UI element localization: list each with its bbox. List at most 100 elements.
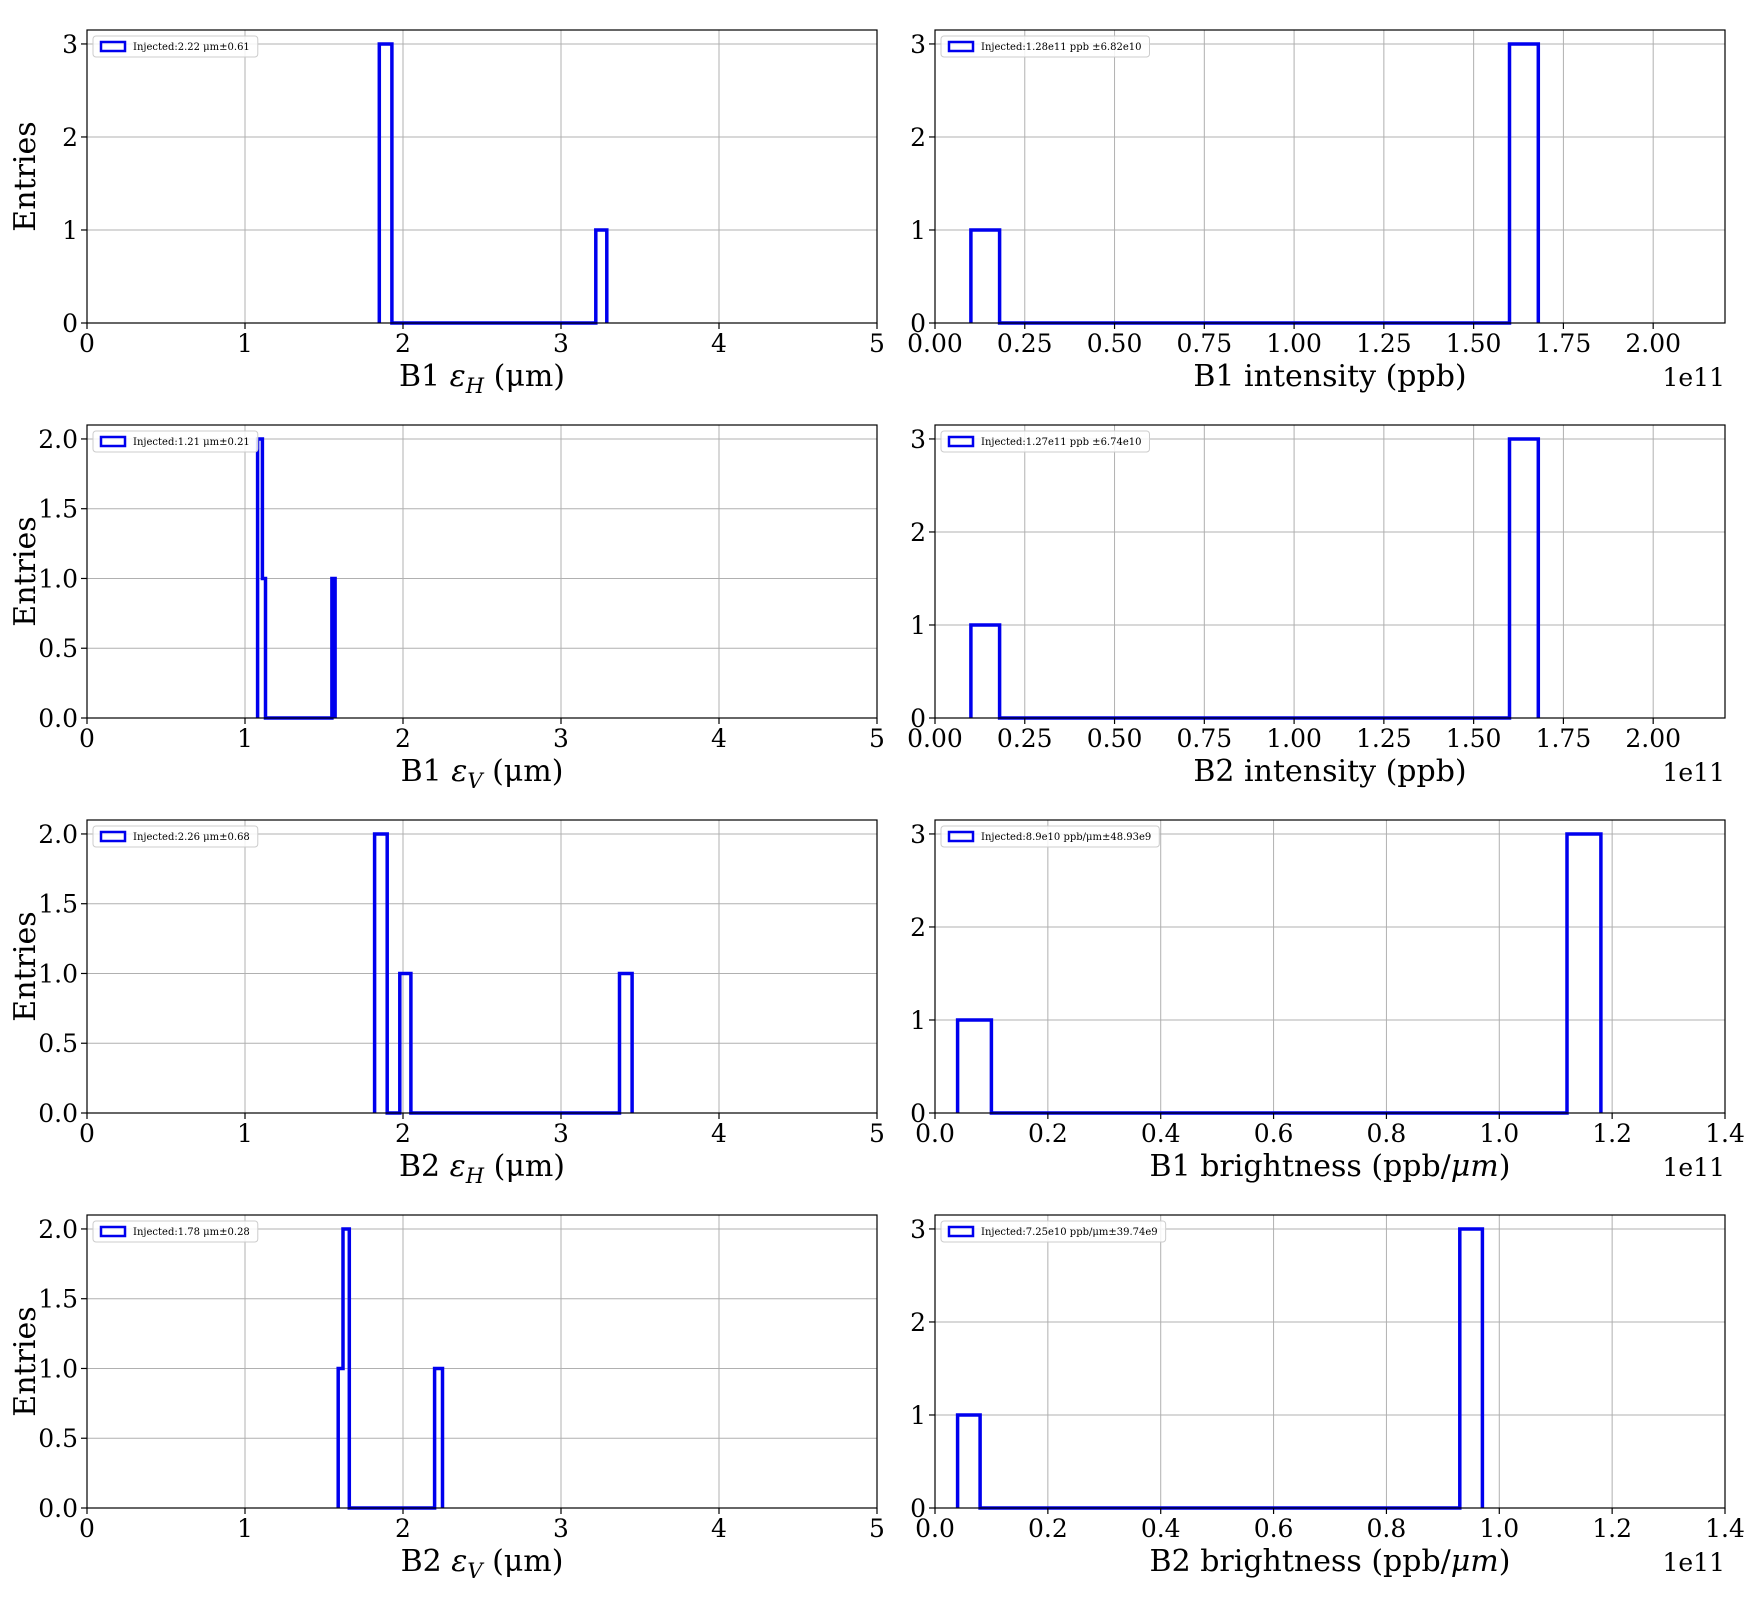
- x-tick-label: 3: [553, 1514, 569, 1543]
- x-axis-label: B1 brightness (ppb/μm): [1150, 1149, 1511, 1184]
- x-tick-label: 5: [869, 329, 885, 358]
- legend-swatch: [947, 830, 975, 843]
- histogram-panel-3: 0 1 2 3 4 5 0.0 0.5 1.0 1.5 2.0 B1 εV (μm) Entries In…: [8, 424, 885, 793]
- x-tick-label: 1.25: [1356, 724, 1412, 753]
- legend-swatch: [99, 40, 127, 53]
- legend: Injected:2.22 μm±0.61: [92, 35, 259, 58]
- x-axis-label: B2 εV (μm): [401, 1544, 564, 1583]
- y-tick-label: 3: [62, 30, 78, 59]
- x-tick-label: 0.0: [915, 1119, 955, 1148]
- legend-box: [92, 35, 259, 58]
- y-tick-label: 3: [910, 30, 926, 59]
- x-tick-label: 1: [237, 1119, 253, 1148]
- y-tick-label: 1: [62, 216, 78, 245]
- x-axis-label-prefix: B1: [401, 754, 452, 789]
- x-axis-label-suffix: (μm): [484, 1149, 565, 1184]
- legend-label: Injected:1.28e11 ppb ±6.82e10: [981, 42, 1141, 53]
- y-tick-label: 1: [910, 1006, 926, 1035]
- y-axis-label: Entries: [8, 121, 43, 231]
- y-tick-label: 1.5: [38, 890, 78, 919]
- x-tick-label: 4: [711, 1119, 727, 1148]
- histogram-step-line: [969, 437, 1541, 720]
- x-axis-label-symbol: μm: [1451, 1544, 1499, 1579]
- y-axis-label: Entries: [8, 911, 43, 1021]
- y-tick-label: 3: [910, 425, 926, 454]
- x-axis-label-suffix: ): [1499, 1149, 1511, 1184]
- y-tick-label: 1.0: [38, 1354, 78, 1383]
- axes-frame: [934, 29, 1726, 324]
- x-tick-label: 0.2: [1028, 1119, 1068, 1148]
- x-tick-label: 1.50: [1446, 329, 1502, 358]
- y-tick-label: 0.0: [38, 1494, 78, 1523]
- histogram-panel-6: 0.0 0.2 0.4 0.6 0.8 1.0 1.2 1.4 0 1 2 3 B1 brightnes…: [910, 819, 1745, 1184]
- x-tick-label: 0.50: [1087, 724, 1143, 753]
- x-axis-label-suffix: ): [1499, 1544, 1511, 1579]
- legend-swatch: [99, 830, 127, 843]
- x-tick-label: 0.75: [1176, 724, 1232, 753]
- x-tick-label: 5: [869, 1119, 885, 1148]
- legend: Injected:8.9e10 ppb/μm±48.93e9: [940, 825, 1160, 848]
- x-axis-label-symbol: ε: [450, 1149, 466, 1184]
- x-axis-label-prefix: B2 intensity (ppb): [1193, 754, 1466, 789]
- y-tick-label: 0: [62, 309, 78, 338]
- x-tick-label: 0: [79, 1514, 95, 1543]
- histogram-panel-4: 0.00 0.25 0.50 0.75 1.00 1.25 1.50 1.75 2.00 0 1 2 3…: [907, 424, 1726, 789]
- x-tick-label: 4: [711, 329, 727, 358]
- x-axis-label-prefix: B2: [399, 1149, 450, 1184]
- x-tick-label: 0: [79, 724, 95, 753]
- x-tick-label: 4: [711, 1514, 727, 1543]
- y-axis-label: Entries: [8, 1306, 43, 1416]
- histogram-step-line: [377, 42, 609, 325]
- x-axis-label-symbol: ε: [451, 1544, 467, 1579]
- histogram-panel-2: 0.00 0.25 0.50 0.75 1.00 1.25 1.50 1.75 2.00 0 1 2 3…: [907, 29, 1726, 394]
- histogram-step-line: [955, 832, 1603, 1115]
- x-tick-label: 1: [237, 724, 253, 753]
- x-tick-label: 2.00: [1625, 724, 1681, 753]
- histogram-step-line: [955, 1227, 1485, 1510]
- y-tick-label: 2: [910, 123, 926, 152]
- legend-label: Injected:1.27e11 ppb ±6.74e10: [981, 437, 1141, 448]
- y-tick-label: 2: [910, 518, 926, 547]
- x-tick-label: 0.8: [1367, 1119, 1407, 1148]
- x-axis-label-prefix: B2 brightness (ppb/: [1150, 1544, 1452, 1579]
- y-tick-label: 1: [910, 216, 926, 245]
- x-tick-label: 0.00: [907, 329, 963, 358]
- x-axis-offset-label: 1e11: [1662, 1548, 1725, 1577]
- histogram-panel-7: 0 1 2 3 4 5 0.0 0.5 1.0 1.5 2.0 B2 εV (μm) Entries In…: [8, 1214, 885, 1583]
- x-tick-label: 1.50: [1446, 724, 1502, 753]
- x-axis-label-subscript: V: [467, 1559, 484, 1583]
- x-tick-label: 1.00: [1266, 724, 1322, 753]
- x-tick-label: 0.8: [1367, 1514, 1407, 1543]
- x-tick-label: 1: [237, 329, 253, 358]
- y-tick-label: 0: [910, 1099, 926, 1128]
- x-tick-label: 0.6: [1254, 1514, 1294, 1543]
- y-tick-label: 1.5: [38, 495, 78, 524]
- legend-label: Injected:2.22 μm±0.61: [133, 42, 250, 53]
- x-tick-label: 0.25: [997, 329, 1053, 358]
- x-axis-label-symbol: ε: [451, 754, 467, 789]
- x-axis-label-symbol: μm: [1451, 1149, 1499, 1184]
- histogram-step-line: [969, 42, 1541, 325]
- legend-label: Injected:2.26 μm±0.68: [133, 832, 250, 843]
- x-tick-label: 3: [553, 1119, 569, 1148]
- x-tick-label: 5: [869, 724, 885, 753]
- y-tick-label: 1.5: [38, 1285, 78, 1314]
- x-tick-label: 1.4: [1705, 1119, 1745, 1148]
- x-tick-label: 1.4: [1705, 1514, 1745, 1543]
- x-tick-label: 0.4: [1141, 1119, 1181, 1148]
- x-tick-label: 0: [79, 1119, 95, 1148]
- x-tick-label: 0.00: [907, 724, 963, 753]
- x-axis-label-prefix: B1: [399, 359, 450, 394]
- axes-frame: [86, 424, 878, 719]
- x-axis-label-symbol: ε: [450, 359, 466, 394]
- histogram-step-line: [336, 1227, 445, 1510]
- x-axis-offset-label: 1e11: [1662, 1153, 1725, 1182]
- y-tick-label: 1.0: [38, 959, 78, 988]
- y-tick-label: 2.0: [38, 425, 78, 454]
- y-tick-label: 2: [62, 123, 78, 152]
- x-axis-offset-label: 1e11: [1662, 758, 1725, 787]
- histogram-panel-5: 0 1 2 3 4 5 0.0 0.5 1.0 1.5 2.0 B2 εH (μm) Entries In…: [8, 819, 885, 1188]
- x-tick-label: 0.4: [1141, 1514, 1181, 1543]
- y-tick-label: 0: [910, 704, 926, 733]
- axes-frame: [934, 1214, 1726, 1509]
